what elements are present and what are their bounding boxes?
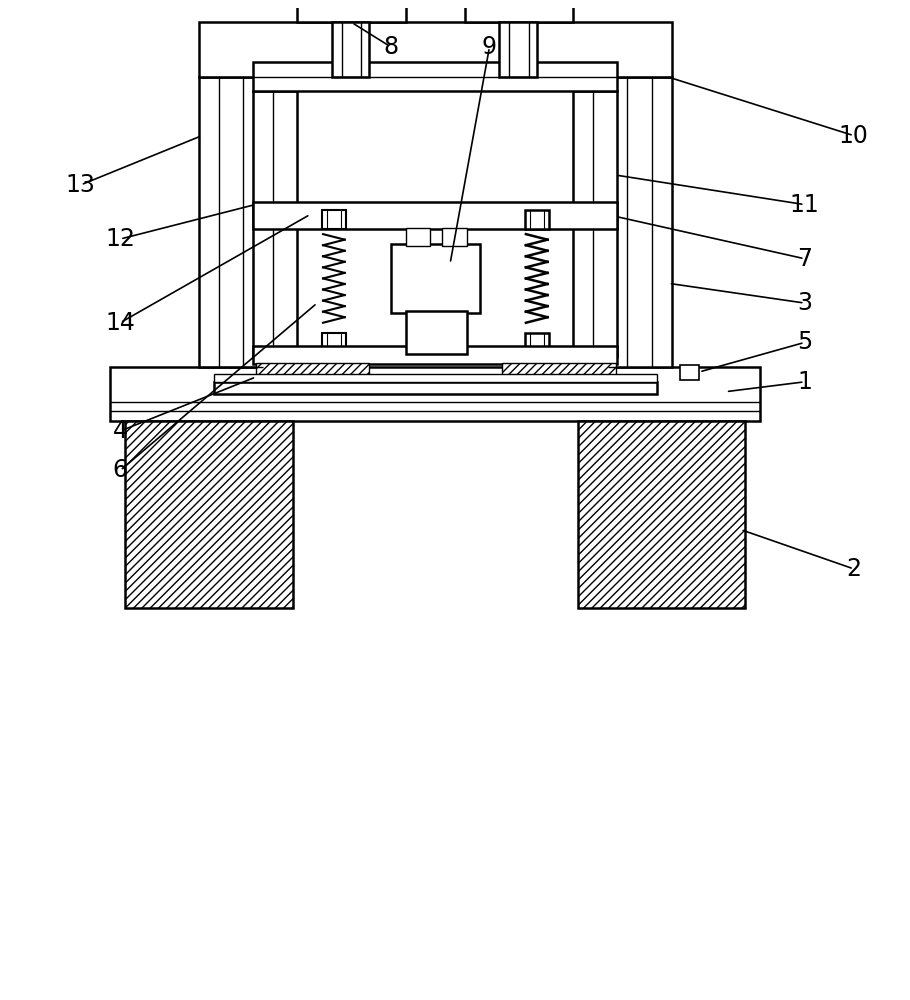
Text: 4: 4 bbox=[113, 419, 127, 443]
Bar bbox=[465, 0, 573, 22]
Text: 8: 8 bbox=[383, 35, 399, 59]
Text: 5: 5 bbox=[797, 330, 813, 354]
Bar bbox=[214, 374, 657, 382]
Bar bbox=[573, 91, 618, 357]
Bar bbox=[110, 367, 760, 421]
Bar bbox=[125, 421, 292, 608]
Text: 11: 11 bbox=[790, 193, 820, 217]
Bar bbox=[502, 363, 615, 385]
Bar bbox=[253, 346, 618, 364]
Bar bbox=[442, 228, 467, 246]
Text: 12: 12 bbox=[106, 227, 135, 251]
Text: 3: 3 bbox=[797, 291, 812, 315]
Text: 9: 9 bbox=[482, 35, 497, 59]
Bar bbox=[253, 62, 618, 91]
Bar bbox=[256, 363, 369, 385]
Text: 7: 7 bbox=[797, 247, 812, 271]
Bar bbox=[406, 311, 467, 354]
Bar bbox=[332, 22, 369, 77]
Bar bbox=[525, 333, 549, 352]
Bar bbox=[406, 228, 430, 246]
Bar bbox=[199, 22, 672, 77]
Bar bbox=[199, 77, 263, 367]
Text: 2: 2 bbox=[846, 557, 862, 581]
Bar bbox=[680, 365, 699, 380]
Text: 14: 14 bbox=[106, 311, 135, 335]
Bar bbox=[214, 382, 657, 394]
Text: 6: 6 bbox=[113, 458, 127, 482]
Bar bbox=[500, 22, 537, 77]
Bar bbox=[391, 244, 480, 313]
Text: 1: 1 bbox=[797, 370, 812, 394]
Bar bbox=[253, 202, 618, 229]
Text: 13: 13 bbox=[66, 173, 96, 197]
Bar bbox=[322, 210, 346, 229]
Bar bbox=[322, 333, 346, 352]
Bar bbox=[525, 210, 549, 229]
Bar bbox=[298, 0, 406, 22]
Bar bbox=[578, 421, 745, 608]
Bar bbox=[608, 77, 672, 367]
Text: 10: 10 bbox=[839, 124, 869, 148]
Bar bbox=[253, 91, 298, 357]
